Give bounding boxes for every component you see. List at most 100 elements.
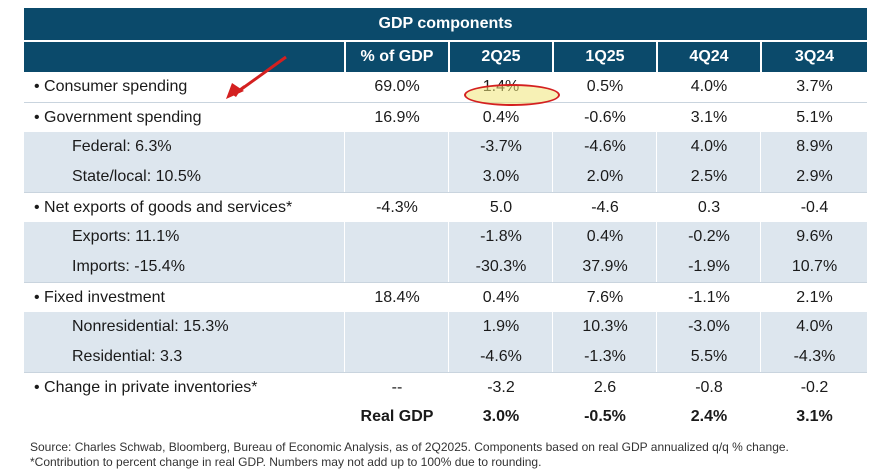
pct-of-gdp-cell	[346, 132, 448, 162]
pct-of-gdp-cell: 18.4%	[374, 289, 420, 306]
column-divider	[448, 222, 449, 252]
column-divider	[344, 402, 345, 432]
rounding-footnote: *Contribution to percent change in real …	[30, 455, 542, 469]
pct-of-gdp-cell	[346, 252, 448, 282]
column-divider	[448, 252, 449, 282]
table-row: State/local: 10.5% 3.0% 2.0% 2.5% 2.9%	[24, 162, 867, 192]
value-cell: -1.8%	[480, 228, 522, 245]
value-cell: -3.7%	[480, 138, 522, 155]
pct-of-gdp-cell	[346, 312, 448, 342]
value-cell: -0.8	[695, 379, 723, 396]
column-divider	[344, 193, 345, 223]
column-divider	[760, 312, 761, 342]
pct-of-gdp-cell: -4.3%	[376, 199, 418, 216]
value-cell: -0.4	[800, 199, 829, 216]
value-cell: 2.5%	[690, 168, 728, 185]
pct-of-gdp-cell: 16.9%	[374, 109, 420, 126]
column-divider	[760, 162, 761, 192]
header-blank	[24, 42, 344, 72]
gdp-components-table: GDP components % of GDP 2Q25 1Q25 4Q24 3…	[24, 8, 867, 432]
column-divider	[448, 162, 449, 192]
value-cell: -1.1%	[688, 289, 730, 306]
column-divider	[656, 283, 657, 313]
value-cell: 0.4%	[586, 228, 624, 245]
column-divider	[552, 252, 553, 282]
pct-of-gdp-cell	[346, 342, 448, 372]
value-cell: 10.3%	[582, 318, 628, 335]
value-cell: 2.9%	[796, 168, 833, 185]
column-divider	[448, 312, 449, 342]
column-divider	[344, 252, 345, 282]
table-row: Residential: 3.3 -4.6% -1.3% 5.5% -4.3%	[24, 342, 867, 372]
value-cell: 2.4%	[690, 408, 728, 425]
highlight-ellipse	[464, 84, 560, 106]
column-divider	[344, 132, 345, 162]
column-divider	[344, 312, 345, 342]
table-row: • Net exports of goods and services* -4.3…	[24, 192, 867, 223]
value-cell: 5.0	[489, 199, 513, 216]
column-divider	[552, 103, 553, 133]
pct-of-gdp-cell	[346, 222, 448, 252]
value-cell: -4.3%	[793, 348, 836, 365]
value-cell: 3.1%	[796, 408, 833, 425]
column-divider	[344, 222, 345, 252]
table-row: • Government spending 16.9% 0.4% -0.6% 3.1% 5…	[24, 102, 867, 133]
column-divider	[760, 252, 761, 282]
row-label: • Change in private inventories*	[34, 379, 258, 396]
table-row: Federal: 6.3% -3.7% -4.6% 4.0% 8.9%	[24, 132, 867, 162]
value-cell: 2.6	[593, 379, 617, 396]
column-divider	[448, 193, 449, 223]
value-cell: -0.2%	[688, 228, 730, 245]
value-cell: -4.6%	[584, 138, 626, 155]
column-divider	[344, 342, 345, 372]
value-cell: 10.7%	[791, 258, 838, 275]
column-divider	[760, 402, 761, 432]
column-divider	[760, 132, 761, 162]
column-divider	[656, 222, 657, 252]
column-divider	[656, 342, 657, 372]
value-cell: 0.5%	[586, 78, 624, 95]
red-arrow-icon	[226, 55, 287, 99]
value-cell: -3.2	[487, 379, 515, 396]
column-divider	[344, 162, 345, 192]
column-divider	[344, 283, 345, 313]
value-cell: 37.9%	[582, 258, 628, 275]
column-divider	[760, 373, 761, 403]
table-row: • Fixed investment 18.4% 0.4% 7.6% -1.1% 2.1%	[24, 282, 867, 313]
column-divider	[448, 132, 449, 162]
column-divider	[656, 193, 657, 223]
value-cell: 3.0%	[482, 168, 520, 185]
table-row: Imports: -15.4% -30.3% 37.9% -1.9% 10.7%	[24, 252, 867, 282]
column-divider	[552, 222, 553, 252]
column-divider	[656, 402, 657, 432]
header-pct-of-gdp: % of GDP	[346, 42, 448, 72]
header-4q24: 4Q24	[658, 42, 760, 72]
column-divider	[552, 402, 553, 432]
column-divider	[552, 312, 553, 342]
value-cell: -3.0%	[688, 318, 730, 335]
column-divider	[552, 193, 553, 223]
row-label: Imports: -15.4%	[72, 258, 185, 275]
value-cell: -1.9%	[688, 258, 730, 275]
column-divider	[656, 103, 657, 133]
column-divider	[760, 72, 761, 102]
row-label: Nonresidential: 15.3%	[72, 318, 229, 335]
column-divider	[448, 103, 449, 133]
table-title: GDP components	[24, 8, 867, 40]
column-divider	[760, 103, 761, 133]
column-divider	[448, 402, 449, 432]
column-divider	[448, 373, 449, 403]
real-gdp-label: Real GDP	[360, 408, 434, 425]
value-cell: -0.2	[800, 379, 829, 396]
table-row: Nonresidential: 15.3% 1.9% 10.3% -3.0% 4.0%	[24, 312, 867, 342]
column-divider	[552, 162, 553, 192]
row-label: Federal: 6.3%	[72, 138, 172, 155]
column-divider	[448, 72, 449, 102]
column-divider	[760, 222, 761, 252]
column-divider	[552, 72, 553, 102]
column-divider	[656, 373, 657, 403]
value-cell: 2.1%	[796, 289, 833, 306]
column-divider	[656, 132, 657, 162]
column-divider	[656, 72, 657, 102]
